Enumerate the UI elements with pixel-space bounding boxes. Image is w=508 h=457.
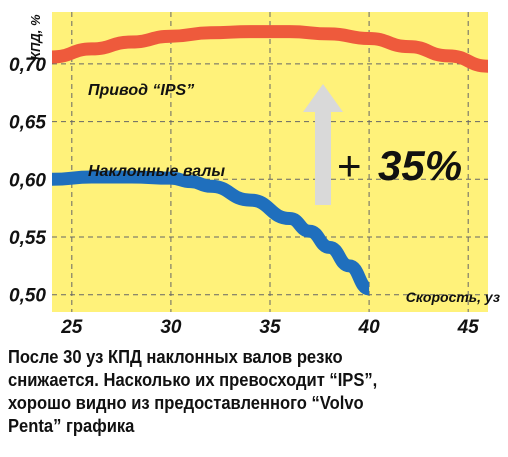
series-label-ips: Привод “IPS”	[88, 82, 194, 99]
y-axis-label: КПД, %	[28, 14, 43, 60]
y-tick-label: 0,60	[9, 170, 46, 191]
x-tick-label: 25	[60, 317, 83, 338]
x-tick-label: 35	[259, 317, 281, 338]
y-tick-label: 0,55	[9, 228, 46, 249]
caption-line: хорошо видно из предоставленного “Volvo	[8, 393, 364, 413]
series-line-ips	[51, 25, 489, 73]
caption-line: После 30 уз КПД наклонных валов резко	[8, 347, 343, 367]
annotation-percent: 35%	[378, 142, 462, 189]
caption-line: снижается. Насколько их превосходит “IPS…	[8, 370, 378, 390]
chart: 0,50 0,55 0,60 0,65 0,70 25 30 35 40 45 КПД, % С…	[9, 12, 500, 338]
series-label-shafts: Наклонные валы	[88, 163, 225, 180]
series-line-shafts	[51, 170, 371, 296]
figure-caption: После 30 уз КПД наклонных валов резко сн…	[8, 346, 464, 438]
caption-line: Penta” графика	[8, 416, 135, 436]
x-tick-label: 30	[160, 317, 182, 338]
x-axis-label: Скорость, уз	[406, 289, 500, 305]
improvement-arrow	[303, 84, 343, 205]
annotation-plus: +	[337, 142, 362, 189]
y-tick-label: 0,65	[9, 113, 46, 134]
y-tick-label: 0,70	[9, 55, 46, 76]
series-lines	[51, 25, 489, 296]
up-arrow-icon	[303, 84, 343, 205]
x-tick-label: 45	[457, 317, 480, 338]
y-tick-label: 0,50	[9, 286, 46, 307]
y-tick-labels: 0,50 0,55 0,60 0,65 0,70	[9, 55, 46, 307]
x-tick-label: 40	[358, 317, 381, 338]
x-tick-labels: 25 30 35 40 45	[60, 317, 479, 338]
